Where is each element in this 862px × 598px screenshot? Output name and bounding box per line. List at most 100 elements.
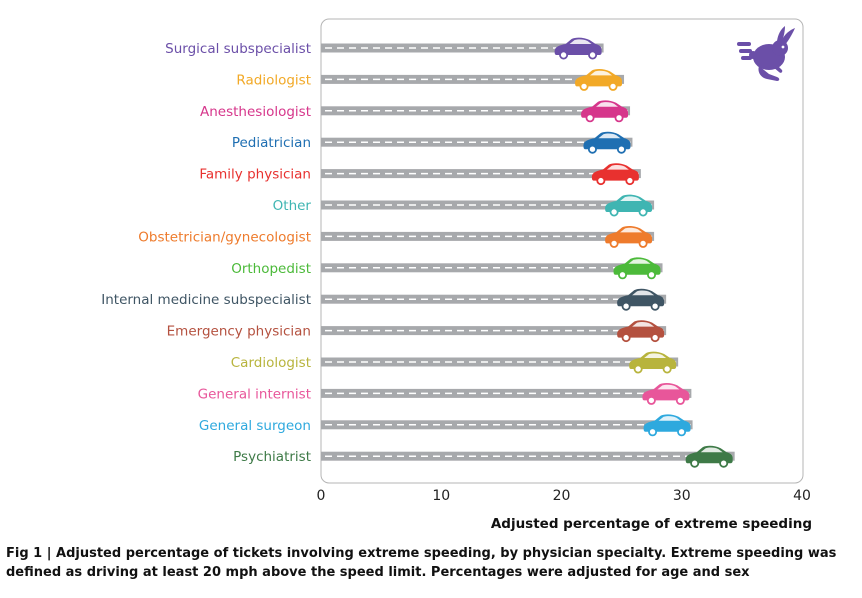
car-wheel — [579, 81, 589, 91]
bar — [321, 451, 735, 461]
car-window — [606, 164, 629, 170]
category-label: Other — [273, 198, 312, 214]
car-wheel — [647, 270, 657, 280]
car-window — [569, 39, 592, 44]
car-body — [642, 383, 690, 401]
car-window — [658, 416, 681, 421]
car-wheel — [588, 50, 598, 60]
sports-car-icon — [575, 69, 623, 91]
car-window — [628, 259, 651, 264]
car-body — [617, 320, 665, 338]
category-label: Emergency physician — [167, 324, 311, 340]
category-label: General internist — [198, 386, 311, 402]
car-wheel — [559, 50, 569, 60]
car-wheel — [638, 207, 648, 217]
sports-car-icon — [554, 37, 602, 60]
car-wheel — [650, 301, 660, 311]
road-bar — [321, 263, 663, 273]
car-window — [596, 102, 619, 107]
sports-car-icon — [617, 320, 665, 343]
car-window — [620, 227, 643, 233]
category-label: Cardiologist — [231, 355, 311, 371]
car-wheel — [625, 176, 635, 186]
sports-car-icon — [685, 445, 733, 468]
figure-caption: Fig 1 | Adjusted percentage of tickets i… — [6, 544, 856, 582]
bar — [321, 137, 633, 147]
bar — [321, 326, 667, 336]
category-label: Psychiatrist — [233, 449, 311, 465]
car-wheel — [596, 176, 606, 186]
plot-frame — [320, 18, 804, 484]
road-bar — [321, 137, 633, 147]
x-tick-label: 10 — [432, 488, 450, 504]
bar — [321, 357, 679, 367]
car-body — [629, 351, 677, 369]
car-body — [554, 37, 602, 55]
sports-car-icon — [605, 226, 653, 248]
x-tick-label: 40 — [793, 488, 811, 504]
caption-line-2: defined as driving at least 20 mph above… — [6, 565, 750, 580]
car-wheel — [608, 81, 618, 91]
bar — [321, 294, 667, 304]
car-wheel — [614, 113, 624, 123]
roads-layer — [321, 43, 735, 461]
car-wheel — [618, 270, 628, 280]
car-body — [575, 69, 623, 87]
bar — [321, 388, 692, 398]
car-body — [613, 257, 661, 275]
car-wheel — [616, 144, 626, 154]
speeding-chart: Surgical subspecialist Radiologist Anesthe… — [101, 18, 812, 532]
bar — [321, 43, 604, 53]
car-wheel — [638, 238, 648, 248]
car-body — [685, 445, 733, 464]
sports-car-icon — [617, 288, 665, 311]
cars-layer — [554, 37, 733, 468]
car-wheel — [690, 458, 700, 468]
road-bar — [321, 451, 735, 461]
sports-car-icon — [591, 163, 639, 186]
car-wheel — [621, 333, 631, 343]
sports-car-icon — [643, 414, 691, 437]
category-label: Obstetrician/gynecologist — [138, 229, 311, 245]
bar — [321, 74, 625, 84]
car-wheel — [621, 301, 631, 311]
category-label: Orthopedist — [231, 261, 311, 277]
sports-car-icon — [613, 257, 661, 280]
car-window — [590, 70, 613, 76]
category-label: Internal medicine subspecialist — [101, 292, 311, 308]
x-tick-label: 30 — [673, 488, 691, 504]
bar — [321, 231, 655, 241]
car-body — [591, 163, 639, 181]
sports-car-icon — [581, 100, 629, 123]
car-body — [581, 100, 629, 118]
car-wheel — [719, 458, 729, 468]
bar — [321, 200, 655, 210]
bar — [321, 420, 693, 430]
category-label: General surgeon — [199, 418, 311, 434]
car-wheel — [648, 427, 658, 437]
car-body — [605, 194, 653, 212]
sports-car-icon — [583, 131, 631, 154]
road-bar — [321, 169, 641, 179]
category-label: Radiologist — [236, 72, 311, 88]
car-body — [583, 131, 631, 150]
car-wheel — [609, 238, 619, 248]
car-window — [657, 384, 680, 390]
car-wheel — [677, 427, 687, 437]
caption-line-1: Fig 1 | Adjusted percentage of tickets i… — [6, 546, 837, 561]
bar — [321, 106, 631, 116]
car-wheel — [609, 207, 619, 217]
running-rabbit-icon — [737, 26, 795, 81]
category-label: Pediatrician — [232, 135, 311, 151]
car-body — [605, 226, 653, 244]
car-wheel — [650, 333, 660, 343]
sports-car-icon — [629, 351, 677, 374]
car-body — [643, 414, 691, 432]
x-tick-label: 20 — [553, 488, 571, 504]
sports-car-icon — [605, 194, 653, 217]
sports-car-icon — [642, 383, 690, 405]
car-body — [617, 288, 665, 307]
car-window — [644, 353, 667, 358]
category-label: Anesthesiologist — [200, 104, 311, 120]
car-wheel — [675, 395, 685, 405]
